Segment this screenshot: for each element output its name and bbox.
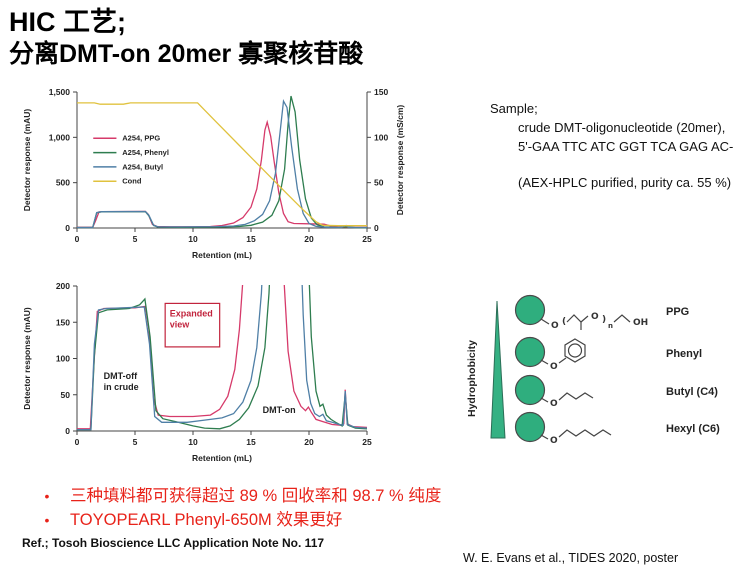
- svg-text:150: 150: [374, 87, 388, 97]
- svg-text:0: 0: [65, 223, 70, 233]
- ligand-row-hexyl: O: [514, 411, 612, 446]
- conclusion-bullets: • 三种填料都可获得超过 89 % 回收率和 98.7 % 纯度 • TOYOP…: [24, 484, 442, 532]
- svg-text:): ): [602, 315, 606, 325]
- bullet-phenyl: • TOYOPEARL Phenyl-650M 效果更好: [24, 508, 441, 532]
- svg-text:1,500: 1,500: [49, 87, 71, 97]
- sample-sequence: 5'-GAA TTC ATC GGT TCA GAG AC-: [518, 139, 734, 154]
- svg-text:15: 15: [246, 234, 256, 244]
- svg-text:O: O: [550, 362, 558, 372]
- svg-text:500: 500: [56, 178, 70, 188]
- ligand-label-butyl: Butyl (C4): [666, 386, 718, 398]
- svg-text:DMT-on: DMT-on: [263, 405, 296, 415]
- page-title: HIC 工艺; 分离DMT-on 20mer 寡聚核苷酸: [9, 6, 363, 69]
- title-line1: HIC 工艺;: [9, 7, 126, 37]
- svg-text:20: 20: [304, 234, 314, 244]
- svg-text:5: 5: [133, 234, 138, 244]
- sample-info: Sample; crude DMT-oligonucleotide (20mer…: [490, 99, 733, 192]
- bead-icon: [514, 336, 546, 368]
- svg-text:Detector response (mAU): Detector response (mAU): [22, 307, 32, 410]
- svg-text:(: (: [562, 317, 566, 327]
- svg-text:25: 25: [362, 437, 372, 447]
- svg-text:50: 50: [61, 390, 71, 400]
- svg-text:100: 100: [374, 132, 388, 142]
- bead-icon: [514, 374, 546, 406]
- svg-text:0: 0: [65, 426, 70, 436]
- reference-text: Ref.; Tosoh Bioscience LLC Application N…: [22, 536, 325, 550]
- svg-text:Retention (mL): Retention (mL): [192, 453, 252, 463]
- bullet-dot-icon: •: [44, 488, 50, 504]
- svg-text:O: O: [550, 436, 558, 446]
- benzene-ring-icon: [564, 338, 586, 363]
- svg-text:A254, PPG: A254, PPG: [122, 134, 160, 143]
- ligand-label-phenyl: Phenyl: [666, 348, 702, 360]
- hydrophobicity-label: Hydrophobicity: [466, 340, 478, 417]
- svg-text:Retention (mL): Retention (mL): [192, 250, 252, 260]
- sample-heading: Sample;: [490, 101, 538, 116]
- sample-purity: (AEX-HPLC purified, purity ca. 55 %): [518, 175, 732, 190]
- svg-text:1,000: 1,000: [49, 132, 71, 142]
- svg-text:50: 50: [374, 178, 384, 188]
- top-chromatogram: 0 5 10 15 20 2505001,0001,500050100150Retenti…: [22, 87, 405, 260]
- svg-text:0: 0: [75, 234, 80, 244]
- ligand-row-butyl: O: [514, 374, 594, 409]
- svg-text:10: 10: [188, 234, 198, 244]
- ligand-label-hexyl: Hexyl (C6): [666, 423, 720, 435]
- ligand-label-ppg: PPG: [666, 306, 689, 318]
- svg-text:200: 200: [56, 281, 70, 291]
- svg-text:20: 20: [304, 437, 314, 447]
- svg-text:n: n: [608, 322, 613, 330]
- ligand-diagram: Hydrophobicity O ( O ) n OH O: [466, 294, 720, 446]
- svg-text:Detector response (mAU): Detector response (mAU): [22, 109, 32, 212]
- ligand-row-ppg: O ( O ) n OH: [514, 294, 648, 331]
- bullet-recovery-text: 三种填料都可获得超过 89 % 回收率和 98.7 % 纯度: [70, 487, 442, 505]
- bullet-recovery: • 三种填料都可获得超过 89 % 回收率和 98.7 % 纯度: [24, 484, 442, 508]
- svg-text:A254, Butyl: A254, Butyl: [122, 162, 163, 171]
- hydrophobicity-wedge-icon: [490, 300, 506, 439]
- svg-text:A254, Phenyl: A254, Phenyl: [122, 148, 169, 157]
- svg-text:O: O: [551, 321, 559, 331]
- svg-text:100: 100: [56, 354, 70, 364]
- svg-text:O: O: [591, 312, 599, 322]
- svg-text:OH: OH: [633, 318, 648, 328]
- svg-text:Detector response (mS/cm): Detector response (mS/cm): [395, 105, 405, 216]
- title-line2: 分离DMT-on 20mer 寡聚核苷酸: [9, 39, 364, 68]
- bullet-dot-icon: •: [44, 512, 50, 528]
- svg-text:Cond: Cond: [122, 177, 142, 186]
- svg-text:15: 15: [246, 437, 256, 447]
- svg-text:0: 0: [75, 437, 80, 447]
- svg-text:0: 0: [374, 223, 379, 233]
- svg-text:O: O: [550, 399, 558, 409]
- bead-icon: [514, 294, 546, 326]
- svg-text:25: 25: [362, 234, 372, 244]
- bead-icon: [514, 411, 546, 443]
- svg-text:10: 10: [188, 437, 198, 447]
- bullet-phenyl-text: TOYOPEARL Phenyl-650M 效果更好: [70, 511, 343, 529]
- ligand-row-phenyl: O: [514, 336, 586, 372]
- sample-line: crude DMT-oligonucleotide (20mer),: [518, 120, 726, 135]
- svg-text:150: 150: [56, 317, 70, 327]
- svg-text:5: 5: [133, 437, 138, 447]
- credit-text: W. E. Evans et al., TIDES 2020, poster: [463, 551, 679, 565]
- bottom-chromatogram-expanded: 0 5 10 15 20 25 0 50 100 150 200 Retention (mL) Dete…: [22, 281, 372, 463]
